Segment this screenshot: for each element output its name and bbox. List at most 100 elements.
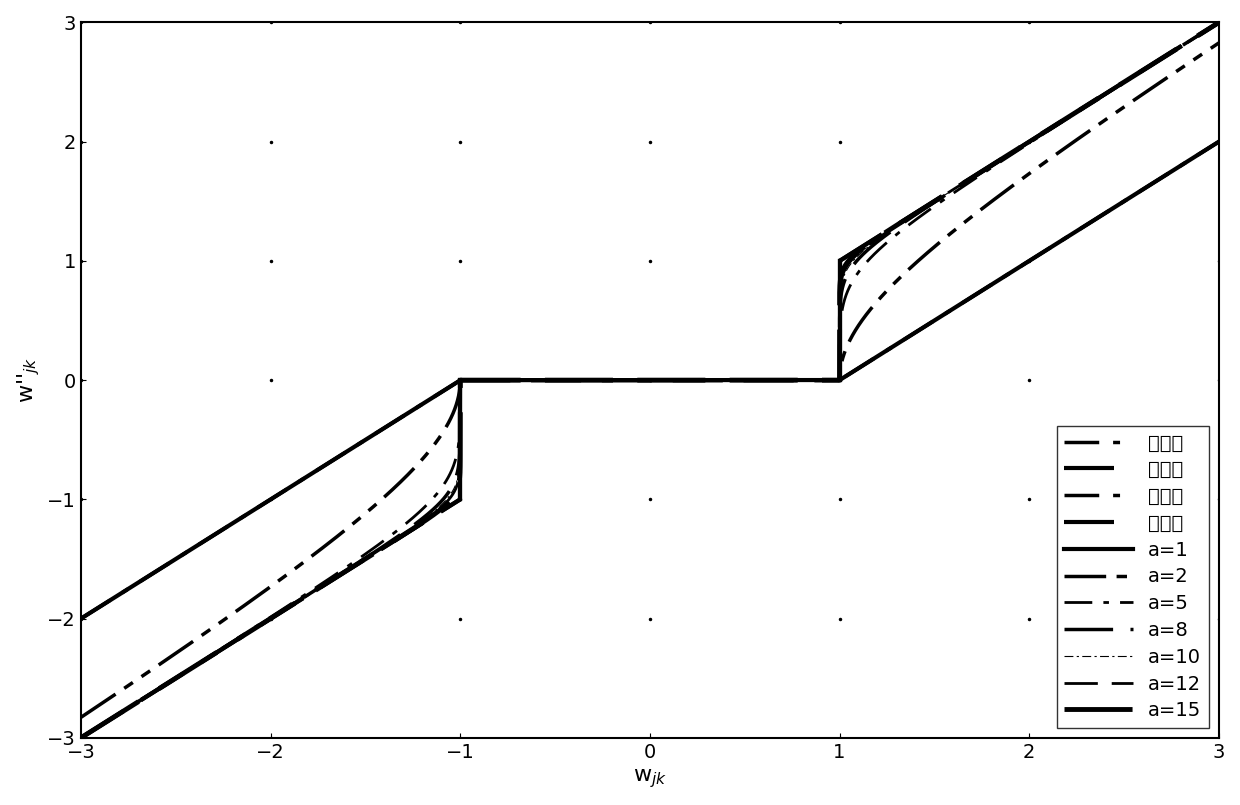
a=15 xyxy=(151,684,166,694)
Line: a=12: a=12 xyxy=(81,23,1219,738)
a=15 xyxy=(1211,18,1226,27)
a=8 xyxy=(151,684,166,694)
a=10 xyxy=(510,375,525,385)
a=1 xyxy=(347,442,362,452)
硬阈值 xyxy=(1171,43,1185,52)
a=8 xyxy=(691,375,706,385)
Line: a=10: a=10 xyxy=(81,23,1219,738)
a=12 xyxy=(151,684,166,694)
a=5 xyxy=(151,683,166,693)
软阈值 xyxy=(691,375,706,385)
a=2 xyxy=(1211,38,1226,47)
a=10 xyxy=(759,375,774,385)
软阈值 xyxy=(510,375,525,385)
a=15 xyxy=(918,202,932,212)
a=1 xyxy=(151,565,166,575)
a=2 xyxy=(151,660,166,670)
Line: 软阈值: 软阈值 xyxy=(81,142,1219,618)
硬阈值 xyxy=(668,375,683,385)
a=8 xyxy=(1211,18,1226,27)
a=10 xyxy=(73,733,88,743)
Line: 硬阈值: 硬阈值 xyxy=(839,23,1219,261)
软阈值 xyxy=(918,321,932,331)
硬阈值 xyxy=(538,375,553,385)
a=5 xyxy=(691,375,706,385)
a=10 xyxy=(918,203,932,213)
软阈值 xyxy=(1211,137,1226,147)
X-axis label: w$_{jk}$: w$_{jk}$ xyxy=(632,767,667,790)
a=10 xyxy=(347,560,362,570)
a=15 xyxy=(691,375,706,385)
a=1 xyxy=(73,613,88,623)
硬阈值 xyxy=(1121,75,1136,85)
Line: a=5: a=5 xyxy=(81,23,1219,737)
a=10 xyxy=(691,375,706,385)
软阈值 xyxy=(151,565,166,575)
a=5 xyxy=(73,733,88,742)
a=15 xyxy=(510,375,525,385)
a=2 xyxy=(73,712,88,722)
软阈值 xyxy=(347,442,362,452)
软阈值 xyxy=(347,442,362,452)
硬阈值 xyxy=(1211,18,1226,27)
软阈值 xyxy=(759,375,774,385)
a=1 xyxy=(510,375,525,385)
硬阈值 xyxy=(832,256,847,266)
a=5 xyxy=(759,375,774,385)
硬阈值 xyxy=(1185,34,1200,43)
a=8 xyxy=(73,733,88,742)
a=12 xyxy=(691,375,706,385)
a=2 xyxy=(759,375,774,385)
a=1 xyxy=(759,375,774,385)
软阈值 xyxy=(759,375,774,385)
硬阈值 xyxy=(856,241,870,250)
a=12 xyxy=(1211,18,1226,27)
a=10 xyxy=(1211,18,1226,27)
软阈值 xyxy=(73,613,88,623)
硬阈值 xyxy=(832,375,847,385)
a=12 xyxy=(918,202,932,212)
Line: a=8: a=8 xyxy=(81,23,1219,737)
a=2 xyxy=(347,518,362,527)
a=12 xyxy=(73,733,88,743)
a=2 xyxy=(510,375,525,385)
硬阈值 xyxy=(454,375,469,385)
硬阈值 xyxy=(640,375,655,385)
Line: 软阈值: 软阈值 xyxy=(81,142,1219,618)
Line: a=2: a=2 xyxy=(81,43,1219,717)
Line: a=15: a=15 xyxy=(81,23,1219,738)
硬阈值 xyxy=(523,375,538,385)
a=12 xyxy=(510,375,525,385)
硬阈值 xyxy=(453,375,467,385)
a=8 xyxy=(759,375,774,385)
软阈值 xyxy=(73,613,88,623)
软阈值 xyxy=(918,321,932,331)
a=1 xyxy=(691,375,706,385)
a=8 xyxy=(918,203,932,213)
软阈值 xyxy=(691,375,706,385)
a=5 xyxy=(347,556,362,566)
a=2 xyxy=(691,375,706,385)
a=12 xyxy=(759,375,774,385)
软阈值 xyxy=(151,565,166,575)
软阈值 xyxy=(1211,137,1226,147)
软阈值 xyxy=(510,375,525,385)
a=5 xyxy=(510,375,525,385)
Legend: 软阈值, 硬阈值, 软阈值, 硬阈值, a=1, a=2, a=5, a=8, a=10, a=12, a=15: 软阈值, 硬阈值, 软阈值, 硬阈值, a=1, a=2, a=5, a=8, … xyxy=(1056,426,1209,728)
Line: a=1: a=1 xyxy=(81,142,1219,618)
Y-axis label: w''$_{jk}$: w''$_{jk}$ xyxy=(15,357,42,403)
硬阈值 xyxy=(1115,78,1130,88)
a=5 xyxy=(918,208,932,217)
a=15 xyxy=(73,733,88,743)
a=10 xyxy=(151,684,166,694)
硬阈值 xyxy=(619,375,634,385)
a=15 xyxy=(347,561,362,571)
a=8 xyxy=(510,375,525,385)
a=2 xyxy=(918,250,932,259)
硬阈值 xyxy=(970,170,985,180)
a=12 xyxy=(347,561,362,571)
a=1 xyxy=(1211,137,1226,147)
a=5 xyxy=(1211,18,1226,27)
a=15 xyxy=(759,375,774,385)
a=1 xyxy=(918,321,932,331)
